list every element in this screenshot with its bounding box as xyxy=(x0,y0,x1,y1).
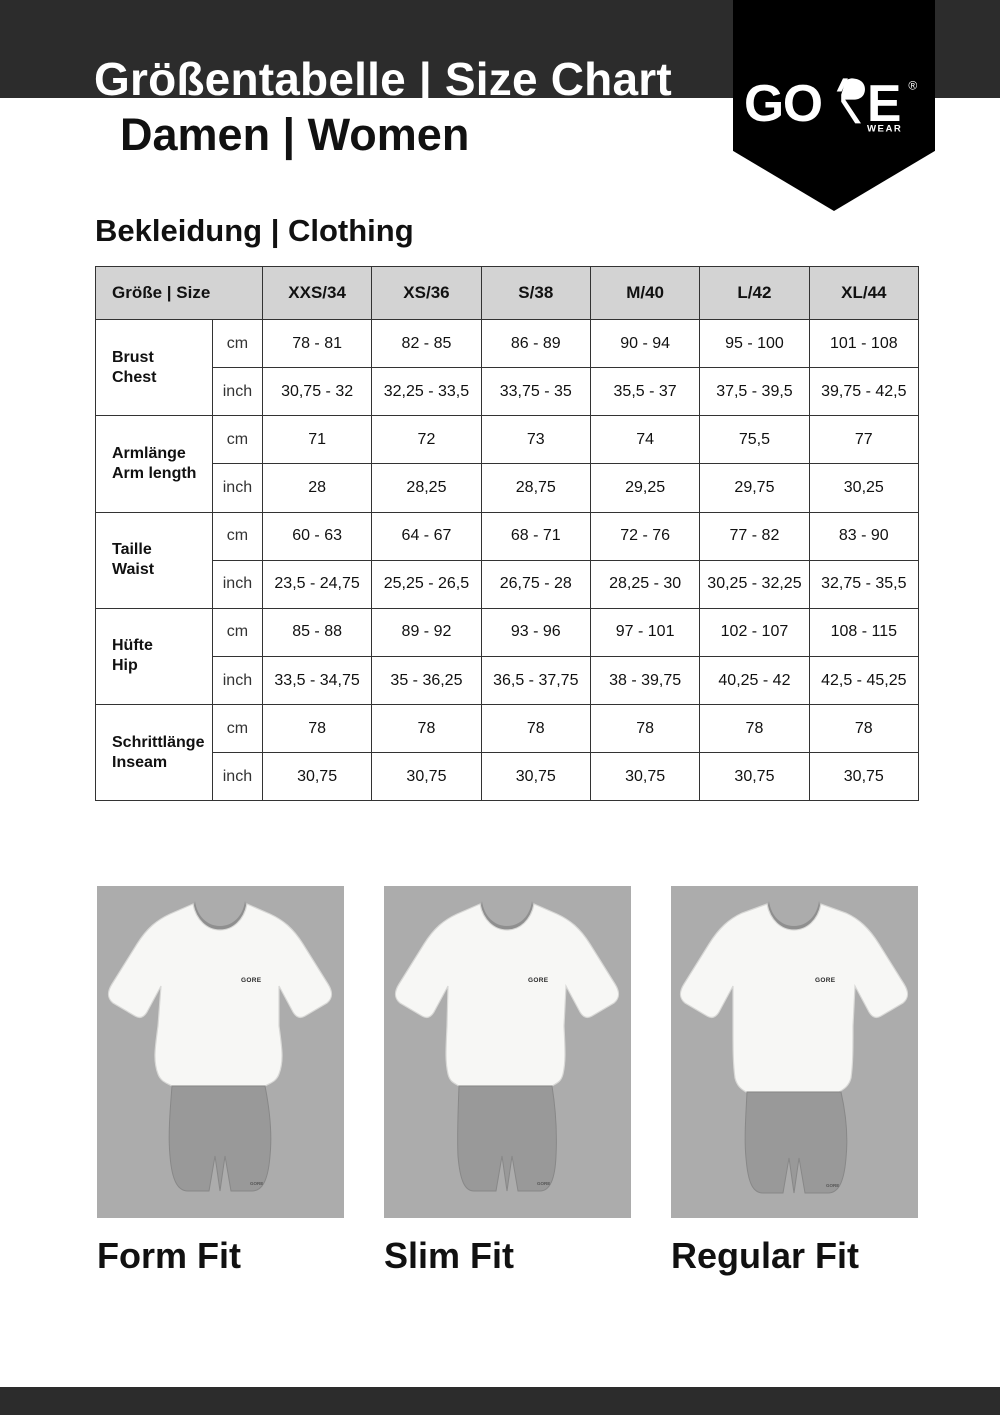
svg-text:WEAR: WEAR xyxy=(867,124,902,135)
svg-text:GORE: GORE xyxy=(815,977,836,984)
svg-text:GORE: GORE xyxy=(537,1181,550,1186)
svg-text:GORE: GORE xyxy=(250,1181,263,1186)
svg-text:GORE: GORE xyxy=(241,977,262,984)
svg-text:GO: GO xyxy=(744,74,822,132)
svg-text:GORE: GORE xyxy=(826,1183,839,1188)
svg-text:®: ® xyxy=(908,79,917,93)
svg-text:GORE: GORE xyxy=(528,977,549,984)
